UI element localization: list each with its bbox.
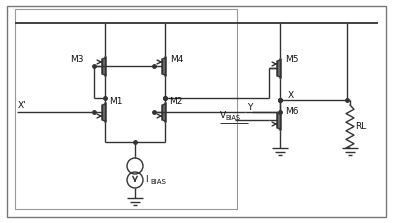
Text: I: I xyxy=(145,176,148,184)
Text: BIAS: BIAS xyxy=(150,180,166,186)
Text: M1: M1 xyxy=(109,97,123,107)
Text: Y: Y xyxy=(247,103,252,112)
Text: M3: M3 xyxy=(70,54,83,64)
Text: M2: M2 xyxy=(169,97,182,107)
Text: X': X' xyxy=(18,101,27,111)
Bar xyxy=(15,9,237,209)
Text: X: X xyxy=(288,91,294,101)
Text: V: V xyxy=(220,111,226,120)
Text: BIAS: BIAS xyxy=(225,114,240,120)
Text: M4: M4 xyxy=(170,54,184,64)
Text: RL: RL xyxy=(355,122,366,131)
Text: M6: M6 xyxy=(285,107,299,116)
Text: M5: M5 xyxy=(285,56,299,64)
